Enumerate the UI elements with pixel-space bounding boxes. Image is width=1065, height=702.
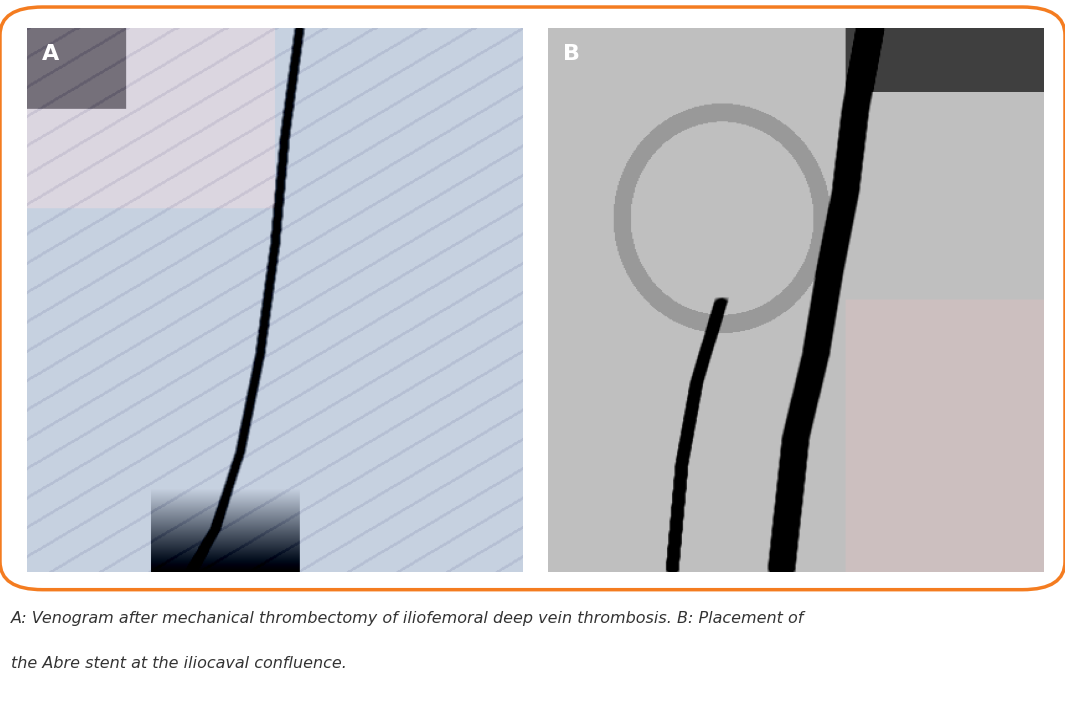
Text: the Abre stent at the iliocaval confluence.: the Abre stent at the iliocaval confluen… <box>11 656 346 671</box>
Text: B: B <box>563 44 580 65</box>
Text: A: A <box>42 44 59 65</box>
Text: A: Venogram after mechanical thrombectomy of iliofemoral deep vein thrombosis. B: A: Venogram after mechanical thrombectom… <box>11 611 804 625</box>
